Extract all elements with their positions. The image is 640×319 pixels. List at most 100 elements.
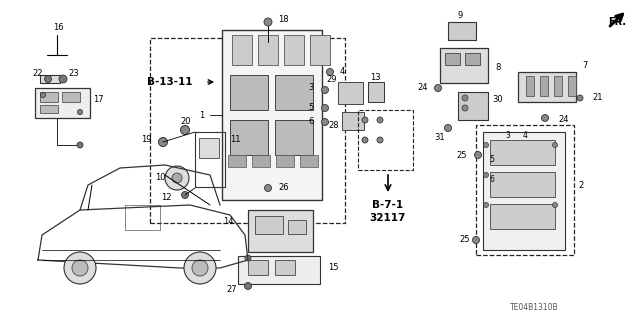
Bar: [554, 76, 562, 96]
Circle shape: [462, 105, 468, 111]
Circle shape: [377, 117, 383, 123]
Circle shape: [64, 252, 96, 284]
Bar: [288, 220, 306, 234]
Bar: [490, 172, 555, 197]
Circle shape: [45, 76, 51, 83]
Circle shape: [321, 118, 328, 125]
Text: 23: 23: [68, 69, 79, 78]
Bar: [458, 92, 488, 120]
Circle shape: [435, 85, 442, 92]
Text: 2: 2: [578, 181, 583, 189]
Bar: [62, 92, 80, 102]
Bar: [284, 35, 304, 65]
Bar: [275, 120, 313, 155]
Bar: [483, 132, 565, 250]
Text: 31: 31: [435, 133, 445, 143]
Bar: [258, 35, 278, 65]
Bar: [358, 110, 413, 170]
Bar: [540, 76, 548, 96]
Text: 3: 3: [308, 83, 314, 92]
Circle shape: [77, 109, 83, 115]
Circle shape: [541, 115, 548, 122]
Bar: [342, 112, 364, 130]
Text: 4: 4: [523, 130, 527, 139]
Text: 6: 6: [308, 117, 314, 127]
Circle shape: [180, 125, 189, 135]
Bar: [368, 82, 384, 102]
Bar: [238, 256, 320, 284]
Text: 1: 1: [199, 110, 204, 120]
Text: 4: 4: [340, 68, 345, 77]
Circle shape: [483, 203, 488, 207]
Text: 21: 21: [592, 93, 602, 102]
Text: B-13-11: B-13-11: [147, 77, 192, 87]
Text: 17: 17: [93, 95, 103, 105]
Bar: [440, 48, 488, 83]
Text: 16: 16: [52, 24, 63, 33]
Bar: [310, 35, 330, 65]
Text: 6: 6: [490, 175, 495, 184]
Circle shape: [474, 152, 481, 159]
Circle shape: [245, 255, 251, 261]
Bar: [518, 72, 576, 102]
Text: 19: 19: [141, 136, 152, 145]
Text: 3: 3: [506, 130, 511, 139]
Circle shape: [552, 203, 557, 207]
Text: 5: 5: [308, 103, 314, 113]
Text: 32117: 32117: [370, 213, 406, 223]
Text: 13: 13: [370, 73, 381, 83]
Circle shape: [362, 137, 368, 143]
Text: 14: 14: [223, 218, 234, 226]
Text: 30: 30: [492, 95, 502, 105]
Circle shape: [462, 95, 468, 101]
Circle shape: [326, 69, 333, 76]
Bar: [40, 92, 58, 102]
Bar: [228, 155, 246, 167]
Text: 24: 24: [558, 115, 568, 124]
Text: 10: 10: [156, 174, 166, 182]
Text: 20: 20: [180, 117, 191, 127]
Bar: [300, 155, 318, 167]
Bar: [276, 155, 294, 167]
Bar: [476, 125, 574, 255]
Circle shape: [264, 184, 271, 191]
Circle shape: [244, 283, 252, 290]
Bar: [248, 260, 268, 275]
Bar: [252, 155, 270, 167]
Circle shape: [77, 142, 83, 148]
Circle shape: [577, 95, 583, 101]
Text: 11: 11: [230, 136, 241, 145]
Circle shape: [59, 75, 67, 83]
Bar: [275, 260, 295, 275]
Bar: [248, 210, 313, 252]
Bar: [526, 76, 534, 96]
Text: TE04B1310B: TE04B1310B: [510, 303, 559, 313]
Circle shape: [165, 166, 189, 190]
Bar: [195, 132, 225, 187]
Text: 29: 29: [326, 75, 337, 84]
Circle shape: [472, 236, 479, 243]
Circle shape: [377, 137, 383, 143]
Text: 15: 15: [328, 263, 339, 272]
Text: 26: 26: [278, 183, 289, 192]
Text: 18: 18: [278, 16, 289, 25]
Bar: [125, 205, 160, 230]
Text: 25: 25: [460, 235, 470, 244]
Bar: [232, 35, 252, 65]
Bar: [568, 76, 576, 96]
Bar: [490, 204, 555, 229]
Bar: [490, 140, 555, 165]
Circle shape: [321, 86, 328, 93]
Text: 5: 5: [490, 155, 495, 165]
Circle shape: [362, 117, 368, 123]
Bar: [40, 105, 58, 113]
Circle shape: [40, 93, 45, 98]
Circle shape: [264, 18, 272, 26]
Circle shape: [159, 137, 168, 146]
Bar: [222, 30, 322, 200]
Bar: [338, 82, 363, 104]
Text: 24: 24: [417, 84, 428, 93]
Bar: [230, 75, 268, 110]
Text: 22: 22: [33, 69, 44, 78]
Bar: [230, 120, 268, 155]
